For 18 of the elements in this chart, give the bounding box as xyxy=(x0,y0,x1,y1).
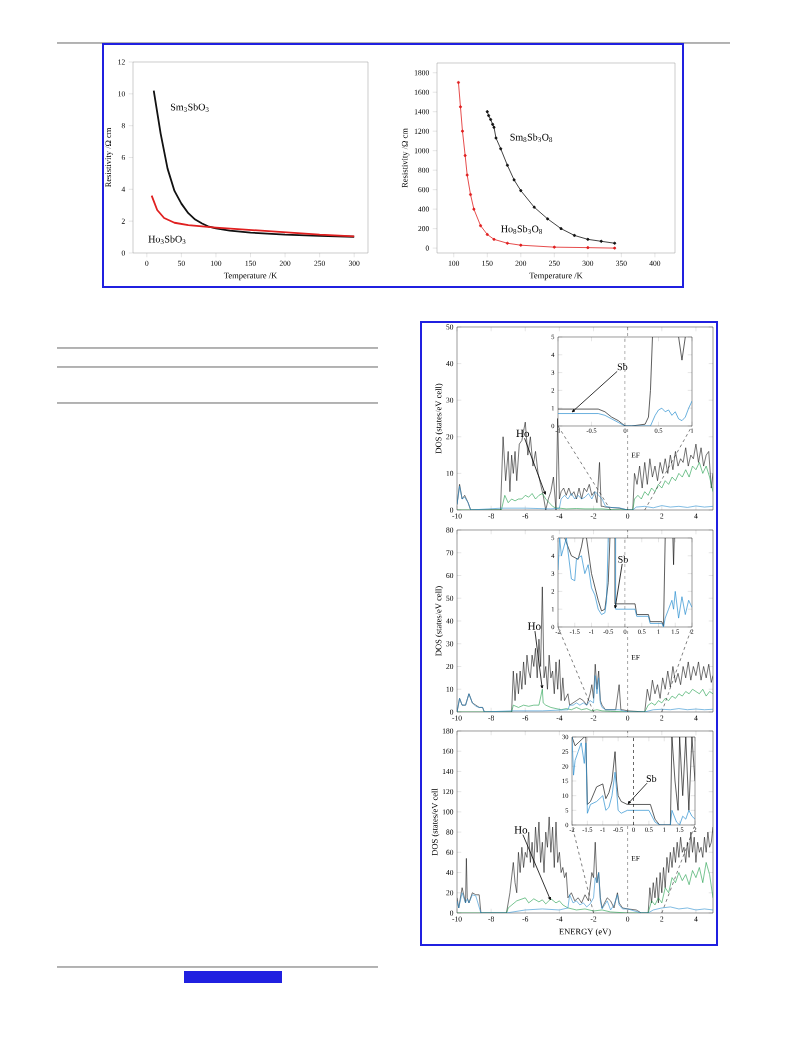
x-axis-title: Temperature /K xyxy=(529,272,583,281)
series-label: Sm$_{3}$SbO$_{3}$ xyxy=(170,103,209,112)
annotation: Ho xyxy=(516,429,530,438)
y-axis-title: DOS (states/eV cell) xyxy=(435,586,444,656)
y-axis-title: DOS (states/eV cell xyxy=(431,788,440,856)
annotation: Ho xyxy=(527,622,541,630)
y-axis-title: Resistivity /Ω cm xyxy=(105,127,113,188)
series-label: Ho$_{3}$SbO$_{3}$ xyxy=(148,235,186,244)
series-label: Ho$_{8}$Sb$_{3}$O$_{8}$ xyxy=(501,225,543,234)
y-axis-title: DOS (states/eV cell) xyxy=(435,383,444,454)
series-label: Sm$_{8}$Sb$_{3}$O$_{8}$ xyxy=(510,133,553,142)
annotation: Ho xyxy=(514,826,528,834)
y-axis-title: Resistivity /Ω cm xyxy=(401,128,410,188)
x-axis-title: Temperature /K xyxy=(223,272,278,281)
annotation: Sb xyxy=(617,363,628,371)
annotation: Sb xyxy=(618,555,628,563)
x-axis-title: ENERGY (eV) xyxy=(559,928,611,937)
annotation: Sb xyxy=(646,774,657,782)
